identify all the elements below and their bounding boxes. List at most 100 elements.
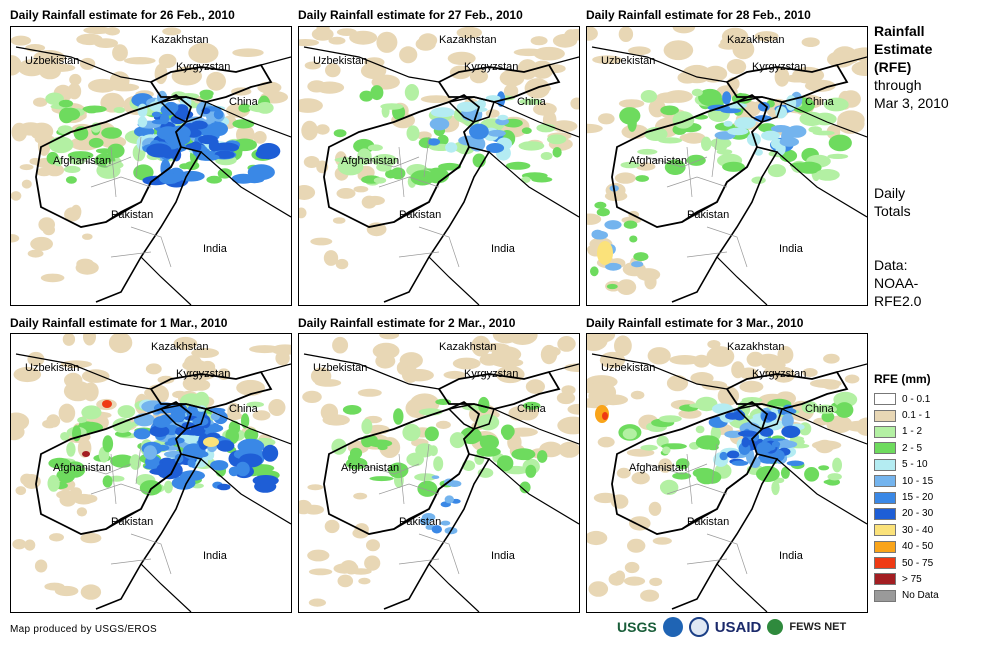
country-label-pakistan: Pakistan	[399, 209, 441, 221]
country-label-kyrgyzstan: Kyrgyzstan	[752, 368, 806, 380]
legend-label: No Data	[902, 590, 939, 602]
usaid-logo: USAID	[714, 618, 762, 636]
legend-label: > 75	[902, 573, 922, 585]
country-label-kyrgyzstan: Kyrgyzstan	[176, 61, 230, 73]
country-label-uzbekistan: Uzbekistan	[313, 362, 367, 374]
country-label-pakistan: Pakistan	[111, 516, 153, 528]
country-label-india: India	[779, 550, 804, 562]
legend-swatch	[874, 475, 896, 488]
legend: RFE (mm) 0 - 0.1 0.1 - 1 1 - 2 2 - 5 5 - 10 1…	[874, 372, 939, 604]
country-label-kazakhstan: Kazakhstan	[439, 341, 496, 353]
legend-item: 5 - 10	[874, 457, 939, 473]
country-label-india: India	[203, 550, 228, 562]
legend-item: 0.1 - 1	[874, 407, 939, 423]
country-label-china: China	[517, 96, 547, 108]
side-data-block: Data: NOAA- RFE2.0	[874, 256, 921, 310]
legend-swatch	[874, 458, 896, 471]
legend-label: 20 - 30	[902, 508, 934, 520]
side-totals-line-1: Daily	[874, 185, 906, 201]
legend-swatch	[874, 589, 896, 602]
legend-item: 10 - 15	[874, 473, 939, 489]
legend-title: RFE (mm)	[874, 372, 931, 386]
side-title-block: Rainfall Estimate (RFE) through Mar 3, 2…	[874, 22, 949, 112]
country-label-india: India	[203, 243, 228, 255]
rainfall-map-panel: Kazakhstan Uzbekistan Kyrgyzstan China Afgha…	[586, 26, 868, 306]
legend-swatch	[874, 393, 896, 406]
country-label-afghanistan: Afghanistan	[629, 462, 687, 474]
country-label-afghanistan: Afghanistan	[53, 155, 111, 167]
legend-item: 30 - 40	[874, 522, 939, 538]
country-label-china: China	[229, 96, 259, 108]
panel-title: Daily Rainfall estimate for 3 Mar., 2010	[586, 316, 804, 330]
credit-text: Map produced by USGS/EROS	[10, 624, 158, 635]
country-label-kazakhstan: Kazakhstan	[151, 34, 208, 46]
country-label-india: India	[779, 243, 804, 255]
legend-label: 2 - 5	[902, 442, 923, 454]
nws-logo-icon	[688, 617, 709, 637]
legend-swatch	[874, 442, 896, 455]
panel-title: Daily Rainfall estimate for 27 Feb., 201…	[298, 8, 523, 22]
legend-swatch	[874, 573, 896, 586]
legend-item: 1 - 2	[874, 424, 939, 440]
side-title-line-1: Rainfall	[874, 23, 925, 39]
country-label-pakistan: Pakistan	[687, 516, 729, 528]
country-label-india: India	[491, 243, 516, 255]
legend-label: 40 - 50	[902, 541, 934, 553]
country-label-afghanistan: Afghanistan	[629, 155, 687, 167]
rainfall-map-panel: Kazakhstan Uzbekistan Kyrgyzstan China Afgha…	[298, 333, 580, 613]
country-label-afghanistan: Afghanistan	[341, 155, 399, 167]
legend-label: 10 - 15	[902, 475, 934, 487]
country-label-kyrgyzstan: Kyrgyzstan	[464, 61, 518, 73]
side-through-line-1: through	[874, 77, 922, 93]
usgs-logo: USGS	[617, 619, 657, 635]
legend-label: 1 - 2	[902, 426, 923, 438]
country-label-pakistan: Pakistan	[399, 516, 441, 528]
legend-item: 50 - 75	[874, 555, 939, 571]
country-label-uzbekistan: Uzbekistan	[601, 55, 655, 67]
legend-label: 50 - 75	[902, 557, 934, 569]
logo-bar: USGS USAID FEWS NET	[617, 617, 846, 637]
rainfall-map-panel: Kazakhstan Uzbekistan Kyrgyzstan China Afgha…	[298, 26, 580, 306]
legend-swatch	[874, 425, 896, 438]
legend-swatch	[874, 507, 896, 520]
side-totals-block: Daily Totals	[874, 184, 911, 220]
side-title-line-3: (RFE)	[874, 59, 912, 75]
legend-swatch	[874, 557, 896, 570]
panel-title: Daily Rainfall estimate for 28 Feb., 201…	[586, 8, 811, 22]
country-label-uzbekistan: Uzbekistan	[601, 362, 655, 374]
country-label-kazakhstan: Kazakhstan	[727, 341, 784, 353]
rainfall-map-panel: Kazakhstan Uzbekistan Kyrgyzstan China Afgha…	[10, 26, 292, 306]
country-label-afghanistan: Afghanistan	[341, 462, 399, 474]
legend-label: 30 - 40	[902, 524, 934, 536]
side-through-line-2: Mar 3, 2010	[874, 95, 949, 111]
legend-swatch	[874, 524, 896, 537]
side-data-line-3: RFE2.0	[874, 293, 922, 309]
legend-item: 40 - 50	[874, 539, 939, 555]
country-label-uzbekistan: Uzbekistan	[25, 55, 79, 67]
legend-swatch	[874, 540, 896, 553]
country-label-kazakhstan: Kazakhstan	[439, 34, 496, 46]
country-label-afghanistan: Afghanistan	[53, 462, 111, 474]
country-label-china: China	[805, 403, 835, 415]
legend-label: 0 - 0.1	[902, 393, 931, 405]
legend-label: 5 - 10	[902, 459, 928, 471]
country-label-china: China	[229, 403, 259, 415]
legend-item: 2 - 5	[874, 440, 939, 456]
panel-title: Daily Rainfall estimate for 1 Mar., 2010	[10, 316, 228, 330]
side-data-line-2: NOAA-	[874, 275, 919, 291]
country-label-uzbekistan: Uzbekistan	[25, 362, 79, 374]
side-data-line-1: Data:	[874, 257, 908, 273]
legend-swatch	[874, 491, 896, 504]
country-label-kazakhstan: Kazakhstan	[727, 34, 784, 46]
legend-item: No Data	[874, 588, 939, 604]
country-label-china: China	[805, 96, 835, 108]
country-label-kyrgyzstan: Kyrgyzstan	[752, 61, 806, 73]
country-label-uzbekistan: Uzbekistan	[313, 55, 367, 67]
country-label-pakistan: Pakistan	[687, 209, 729, 221]
panel-title: Daily Rainfall estimate for 2 Mar., 2010	[298, 316, 516, 330]
legend-label: 15 - 20	[902, 492, 934, 504]
country-label-kyrgyzstan: Kyrgyzstan	[464, 368, 518, 380]
country-label-kazakhstan: Kazakhstan	[151, 341, 208, 353]
country-label-china: China	[517, 403, 547, 415]
fews-globe-icon	[767, 619, 784, 635]
